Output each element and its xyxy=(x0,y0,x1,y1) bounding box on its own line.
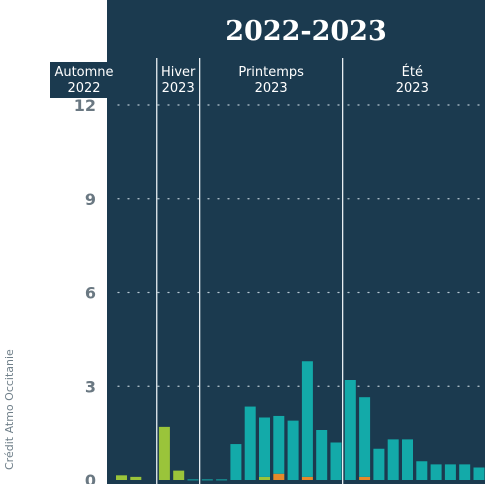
season-label-box xyxy=(50,62,118,98)
bar-teal xyxy=(259,417,270,477)
season-name: Printemps xyxy=(238,65,304,80)
season-name: Été xyxy=(402,64,423,80)
bar-teal xyxy=(273,415,285,474)
bar-teal xyxy=(301,361,313,477)
bar-teal xyxy=(187,479,199,481)
bar-teal xyxy=(330,442,342,480)
bar-teal xyxy=(416,461,428,480)
bar-teal xyxy=(387,439,399,480)
bar-orange xyxy=(301,476,313,480)
season-year: 2023 xyxy=(255,81,288,96)
bar-teal xyxy=(444,464,456,480)
season-year: 2023 xyxy=(396,81,429,96)
bar-teal xyxy=(316,430,328,480)
bar-orange xyxy=(273,473,285,480)
bar-lime xyxy=(158,426,170,480)
y-tick-label: 9 xyxy=(85,190,96,209)
bar-orange xyxy=(359,476,371,480)
bar-teal xyxy=(244,406,256,480)
bar-lime xyxy=(259,476,270,480)
bar-teal xyxy=(216,479,228,481)
y-tick-label: 3 xyxy=(85,377,96,396)
y-tick-label: 6 xyxy=(85,284,96,303)
bar-lime xyxy=(130,476,142,480)
credit-text: Crédit Atmo Occitanie xyxy=(3,349,16,470)
bar-teal xyxy=(473,467,485,480)
bar-lime xyxy=(116,475,127,480)
season-year: 2022 xyxy=(67,81,100,96)
season-name: Automne xyxy=(54,65,113,80)
bar-teal xyxy=(430,464,442,480)
bar-teal xyxy=(359,397,371,477)
y-tick-label: 12 xyxy=(74,96,96,115)
chart-title: 2022-2023 xyxy=(225,16,387,47)
bar-teal xyxy=(402,439,413,480)
bar-teal xyxy=(230,444,242,480)
y-tick-label: 0 xyxy=(85,471,96,484)
season-name: Hiver xyxy=(161,65,196,80)
bar-teal xyxy=(344,380,356,480)
chart-panel xyxy=(107,0,485,484)
bar-teal xyxy=(287,420,299,480)
season-year: 2023 xyxy=(162,81,195,96)
bar-teal xyxy=(459,464,471,480)
bar-lime xyxy=(173,470,185,480)
bar-teal xyxy=(201,479,213,481)
bar-teal xyxy=(373,448,385,480)
